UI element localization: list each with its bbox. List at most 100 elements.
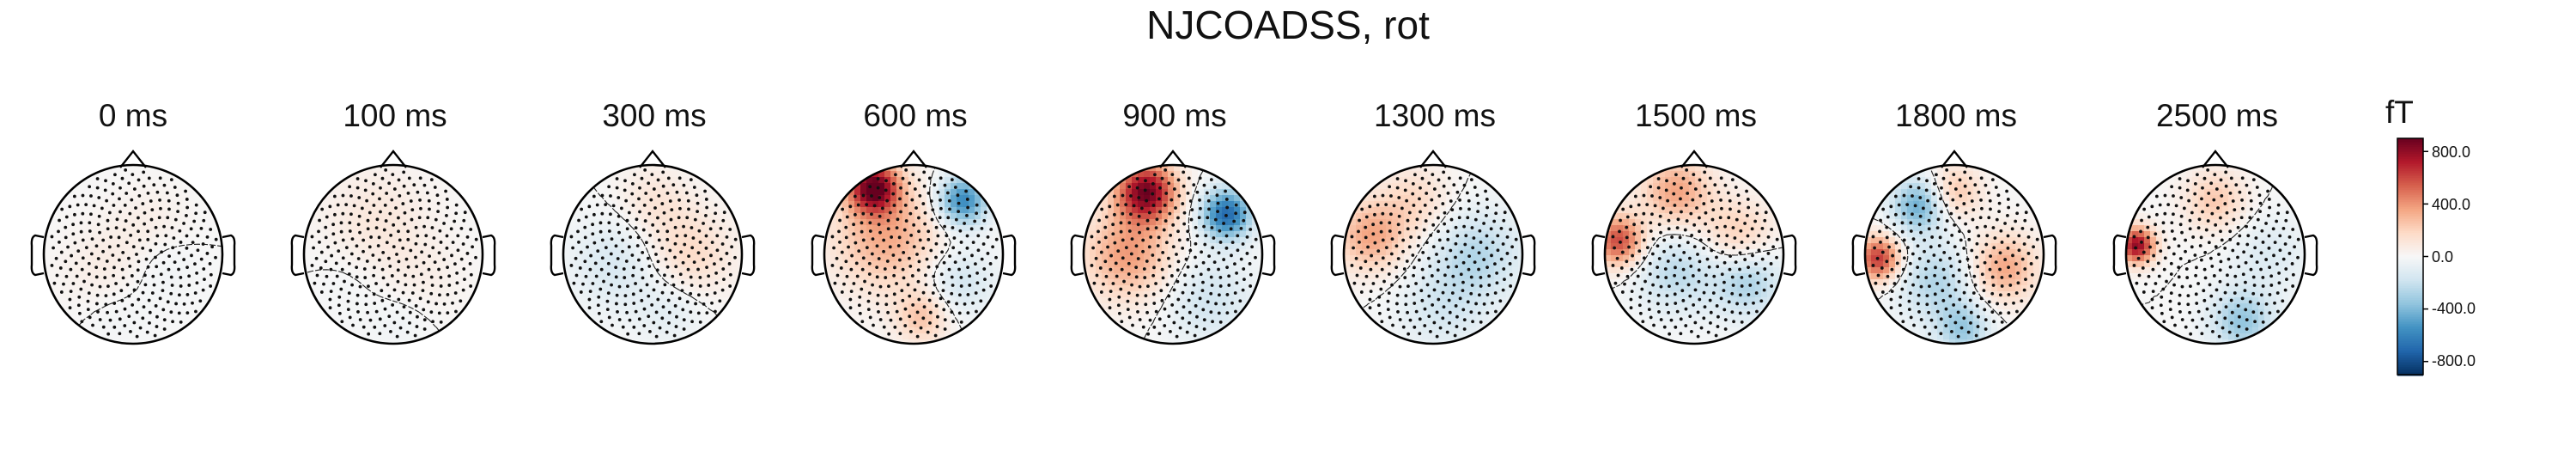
field-cell (587, 201, 594, 208)
field-cell (158, 177, 165, 184)
field-cell (671, 285, 678, 292)
sensor-dot (137, 238, 142, 242)
sensor-dot (80, 267, 84, 272)
sensor-dot (600, 238, 605, 242)
field-cell (394, 285, 401, 292)
field-cell (1252, 267, 1259, 274)
sensor-dot (698, 276, 702, 279)
field-cell (140, 177, 147, 184)
field-cell (316, 255, 323, 262)
sensor-dot (378, 317, 382, 321)
field-cell (1090, 231, 1097, 238)
sensor-dot (337, 249, 341, 253)
sensor-dot (681, 308, 685, 312)
field-cell (914, 315, 921, 322)
sensor-dot (324, 259, 328, 264)
field-cell (430, 231, 437, 238)
field-cell (593, 309, 600, 316)
field-cell (1186, 201, 1193, 208)
sensor-dot (349, 212, 353, 217)
field-cell (641, 333, 648, 340)
field-cell (908, 279, 915, 286)
field-cell (1102, 255, 1109, 262)
sensor-dot (953, 186, 957, 189)
field-cell (170, 189, 177, 196)
field-cell (987, 231, 993, 238)
field-cell (1096, 273, 1103, 280)
sensor-dot (1161, 251, 1165, 254)
field-cell (134, 303, 141, 310)
field-cell (164, 261, 171, 268)
sensor-dot (141, 246, 145, 250)
field-cell (364, 333, 371, 340)
sensor-dot (896, 217, 900, 222)
sensor-dot (670, 291, 674, 295)
field-cell (340, 273, 347, 280)
field-cell (442, 225, 449, 232)
field-cell (927, 291, 933, 298)
field-cell (86, 237, 93, 244)
field-cell (1114, 285, 1121, 292)
sensor-dot (600, 211, 605, 216)
sensor-dot (106, 310, 109, 314)
sensor-dot (107, 211, 112, 215)
field-cell (927, 255, 933, 262)
field-cell (1216, 189, 1223, 196)
field-cell (1132, 291, 1139, 298)
field-cell (884, 201, 891, 208)
field-cell (400, 321, 407, 328)
field-cell (860, 291, 867, 298)
sensor-dot (858, 311, 862, 315)
field-cell (842, 303, 849, 310)
sensor-dot (103, 188, 107, 192)
field-cell (56, 231, 63, 238)
field-cell (1174, 231, 1181, 238)
sensor-dot (630, 253, 635, 257)
sensor-dot (653, 206, 657, 210)
sensor-dot (660, 290, 665, 295)
field-cell (340, 195, 347, 202)
field-cell (836, 249, 843, 256)
field-cell (322, 195, 329, 202)
field-cell (939, 291, 945, 298)
sensor-dot (702, 258, 706, 261)
field-cell (951, 261, 957, 268)
sensor-dot (591, 232, 595, 236)
field-cell (1258, 261, 1262, 268)
field-cell (340, 309, 347, 316)
sensor-dot (176, 210, 180, 214)
sensor-dot (690, 226, 694, 229)
sensor-dot (185, 234, 189, 238)
sensor-dot (948, 254, 951, 259)
field-cell (920, 243, 927, 250)
field-cell (939, 237, 945, 244)
field-cell (1228, 267, 1235, 274)
field-cell (1234, 237, 1241, 244)
field-cell (824, 267, 831, 274)
field-cell (50, 273, 57, 280)
field-cell (1180, 285, 1187, 292)
sensor-dot (71, 232, 76, 236)
field-cell (1162, 267, 1169, 274)
sensor-dot (695, 193, 699, 198)
field-cell (884, 297, 891, 304)
field-cell (1222, 201, 1229, 208)
field-cell (647, 339, 654, 344)
field-cell (212, 249, 219, 256)
field-cell (836, 213, 843, 220)
field-cell (927, 165, 933, 172)
field-cell (370, 309, 377, 316)
sensor-dot (884, 302, 889, 307)
sensor-dot (123, 204, 127, 207)
sensor-dot (634, 309, 638, 314)
sensor-dot (397, 259, 401, 264)
field-cell (86, 327, 93, 334)
field-cell (188, 237, 195, 244)
field-cell (563, 237, 570, 244)
sensor-dot (329, 267, 333, 272)
sensor-dot (454, 309, 458, 314)
field-cell (1186, 195, 1193, 202)
field-cell (981, 225, 987, 232)
field-cell (400, 333, 407, 340)
field-cell (951, 231, 957, 238)
